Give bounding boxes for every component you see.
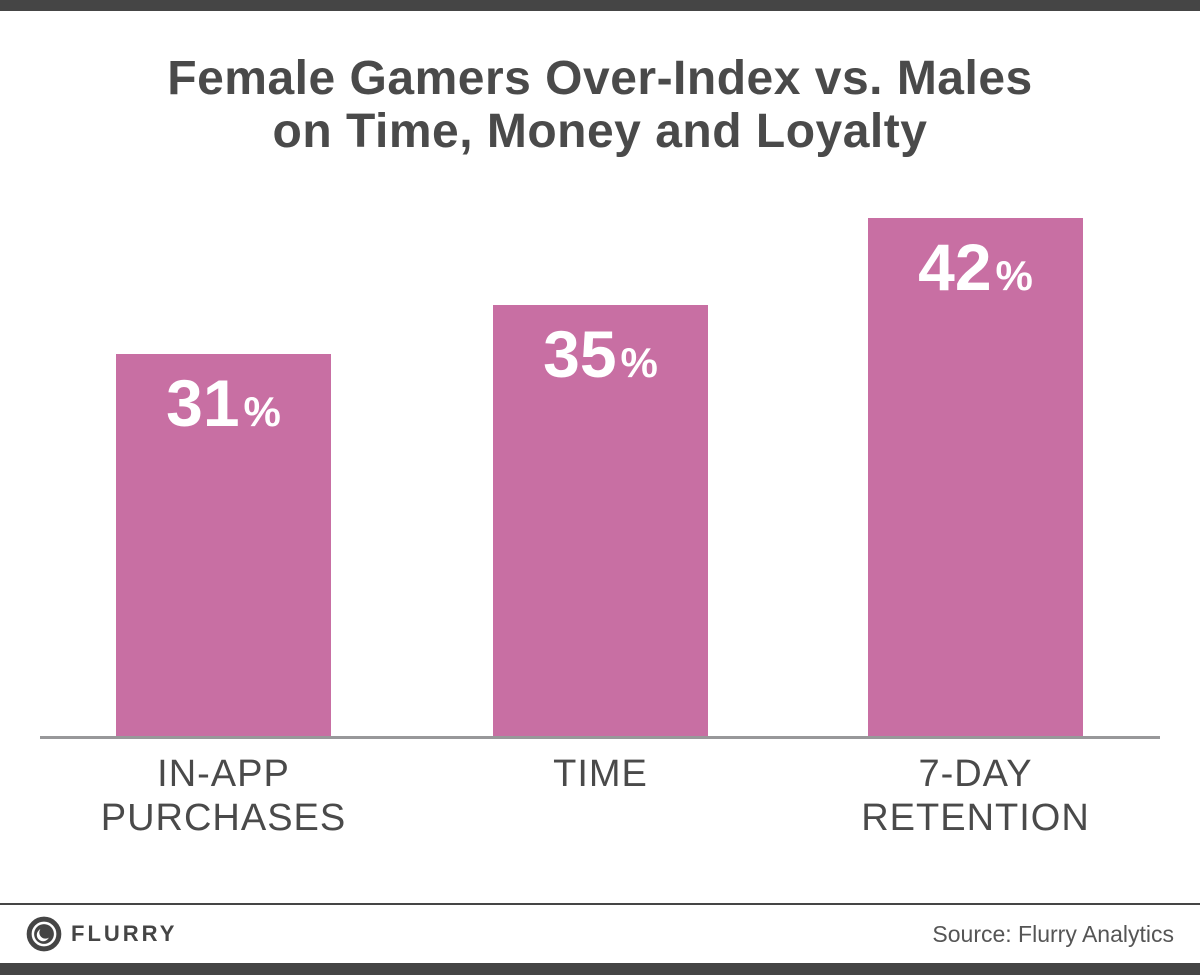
flurry-lens-icon — [26, 916, 62, 952]
top-frame-bar — [0, 0, 1200, 11]
x-axis-line — [40, 736, 1160, 739]
bar-7-day-retention: 42% — [868, 218, 1083, 737]
category-label-time: TIME — [553, 753, 648, 795]
bar-value-label-time: 35% — [543, 317, 658, 391]
bar-value-label-7-day-retention: 42% — [918, 230, 1033, 304]
chart-title: Female Gamers Over-Index vs. Males on Ti… — [0, 52, 1200, 158]
footer-divider-line — [0, 903, 1200, 905]
bar-chart-plot-area: 31% 35% 42% — [116, 218, 1083, 737]
category-axis-labels: IN-APP PURCHASES TIME 7-DAY RETENTION — [0, 752, 1200, 862]
bar-value-label-in-app-purchases: 31% — [166, 366, 281, 440]
bar-time: 35% — [493, 305, 708, 737]
flurry-brand-name: FLURRY — [71, 921, 178, 946]
category-label-in-app-purchases: IN-APP PURCHASES — [100, 753, 347, 839]
flurry-logo: FLURRY — [26, 916, 177, 952]
chart-title-line2: on Time, Money and Loyalty — [272, 105, 928, 158]
bottom-frame-bar — [0, 963, 1200, 975]
category-label-7-day-retention: 7-DAY RETENTION — [861, 753, 1090, 839]
bar-in-app-purchases: 31% — [116, 354, 331, 737]
chart-title-line1: Female Gamers Over-Index vs. Males — [167, 52, 1033, 105]
footer: FLURRY Source: Flurry Analytics — [0, 905, 1200, 963]
source-credit: Source: Flurry Analytics — [932, 920, 1174, 947]
